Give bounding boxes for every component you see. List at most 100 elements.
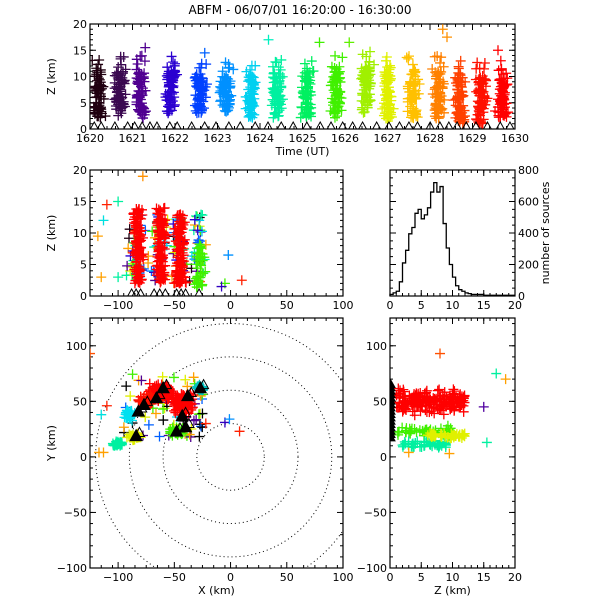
source-marker — [132, 273, 143, 284]
y-tick-label: 5 — [80, 97, 87, 110]
source-marker — [151, 264, 162, 275]
source-marker — [306, 56, 317, 67]
source-marker — [481, 437, 492, 448]
station-marker — [197, 378, 210, 390]
station-marker — [141, 395, 154, 406]
source-marker — [166, 51, 177, 62]
source-marker — [93, 59, 104, 70]
x-tick-label: 50 — [280, 299, 294, 312]
source-marker — [442, 32, 452, 43]
source-marker — [427, 63, 438, 74]
source-marker — [268, 72, 279, 83]
source-marker — [409, 64, 420, 75]
source-marker — [450, 94, 461, 105]
source-marker — [192, 101, 203, 112]
x-tick-label: 1621 — [119, 132, 147, 145]
source-marker — [130, 218, 141, 229]
source-marker — [400, 391, 411, 402]
station-marker — [160, 287, 170, 296]
source-marker — [131, 267, 142, 278]
source-marker — [299, 58, 310, 69]
x-tick-label: 0 — [227, 571, 234, 584]
y-tick-label: 600 — [518, 196, 539, 209]
source-marker — [118, 422, 129, 433]
source-marker — [498, 69, 509, 80]
source-marker — [193, 79, 204, 90]
source-marker — [497, 96, 508, 107]
time-height-panel: 1620 1621 1622 1623 1624 1625 1626 1627 1628 1629… — [45, 18, 529, 158]
source-marker — [93, 73, 104, 84]
source-marker — [473, 77, 484, 88]
source-marker — [199, 47, 210, 58]
plot-area — [92, 171, 247, 296]
x-tick-label: −100 — [103, 299, 133, 312]
source-marker — [435, 405, 446, 416]
x-tick-label: 100 — [333, 571, 354, 584]
source-marker — [193, 235, 204, 246]
source-marker — [152, 260, 163, 271]
source-marker — [197, 408, 208, 419]
source-marker — [473, 88, 484, 99]
source-marker — [398, 395, 409, 406]
plot-frame — [89, 169, 344, 297]
source-marker — [456, 433, 467, 443]
source-marker — [329, 73, 340, 84]
source-marker — [131, 64, 142, 75]
source-marker — [250, 77, 261, 88]
source-marker — [411, 388, 422, 399]
source-marker — [344, 37, 355, 48]
source-marker — [174, 245, 185, 256]
source-marker — [394, 426, 405, 437]
station-marker — [185, 386, 198, 397]
station-marker — [172, 120, 182, 129]
source-marker — [194, 431, 205, 442]
source-marker — [407, 59, 418, 70]
source-marker — [185, 431, 196, 442]
source-marker — [150, 408, 161, 419]
station-marker — [495, 120, 505, 129]
y-tick-label: 0 — [518, 290, 525, 303]
station-marker — [174, 421, 186, 433]
source-marker — [405, 101, 416, 112]
source-marker — [499, 81, 510, 92]
histogram-line — [389, 181, 515, 296]
source-marker — [224, 414, 235, 425]
y-tick-label: 15 — [73, 196, 87, 209]
source-marker — [135, 255, 146, 266]
source-marker — [157, 243, 168, 254]
source-marker — [271, 88, 282, 99]
x-tick-label: 1625 — [289, 132, 317, 145]
source-marker — [125, 391, 136, 402]
station-marker — [435, 120, 445, 129]
station-marker — [131, 404, 146, 417]
source-marker — [270, 56, 281, 67]
source-marker — [153, 214, 164, 225]
source-marker — [224, 62, 235, 73]
source-marker — [384, 60, 395, 71]
source-marker — [432, 51, 443, 62]
source-marker — [331, 64, 342, 75]
x-tick-label: 1627 — [374, 132, 402, 145]
source-marker — [250, 60, 261, 71]
x-axis-label: Z (km) — [434, 584, 471, 597]
station-marker — [133, 426, 146, 437]
station-marker — [110, 120, 120, 129]
source-marker — [413, 74, 424, 85]
source-marker — [98, 447, 109, 458]
source-marker — [191, 259, 202, 270]
source-marker — [301, 76, 312, 87]
source-marker — [101, 400, 112, 411]
source-marker — [195, 267, 206, 278]
x-tick-label: −50 — [163, 299, 186, 312]
source-marker — [91, 92, 102, 103]
source-marker — [152, 216, 163, 227]
x-height-panel: −100 −50 0 50 100 0 5 10 15 20 Z (km) — [45, 164, 354, 312]
source-marker — [433, 83, 444, 94]
source-marker — [402, 83, 413, 94]
source-marker — [140, 42, 151, 53]
source-marker — [193, 243, 204, 254]
source-marker — [356, 95, 367, 106]
source-marker — [397, 440, 408, 451]
station-marker — [135, 401, 148, 413]
